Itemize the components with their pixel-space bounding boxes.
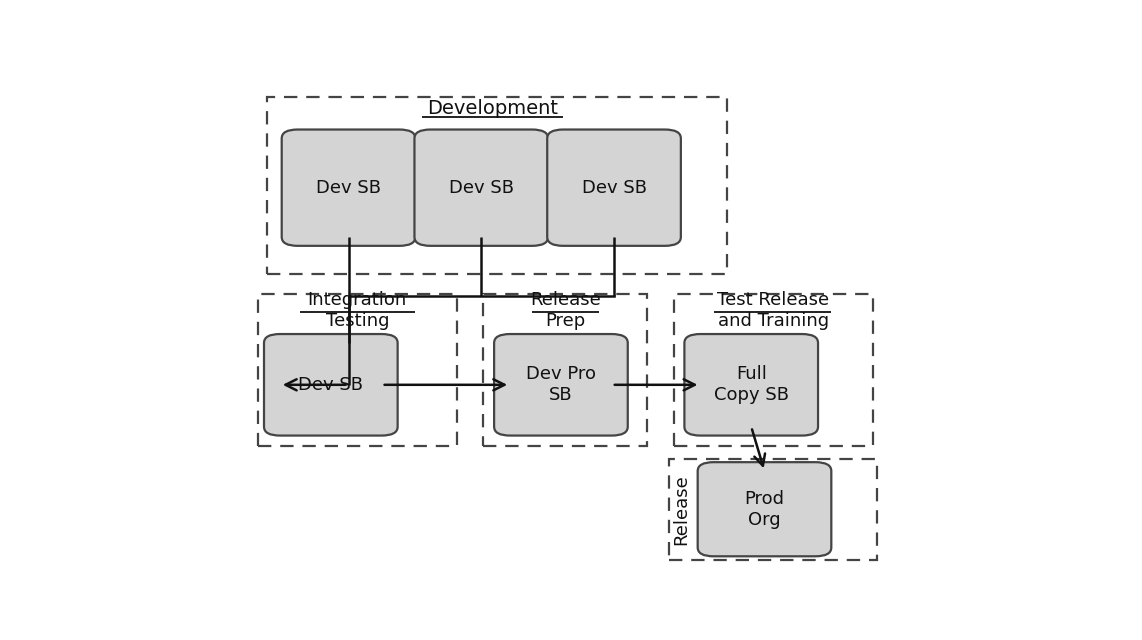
Text: Full
Copy SB: Full Copy SB: [714, 365, 789, 404]
Bar: [483, 294, 648, 447]
Bar: [258, 294, 457, 447]
Text: Dev SB: Dev SB: [298, 376, 363, 394]
Bar: [674, 294, 872, 447]
FancyBboxPatch shape: [264, 334, 397, 436]
Text: Test Release
and Training: Test Release and Training: [717, 291, 829, 330]
FancyBboxPatch shape: [494, 334, 628, 436]
Text: Dev Pro
SB: Dev Pro SB: [526, 365, 596, 404]
FancyBboxPatch shape: [684, 334, 818, 436]
FancyBboxPatch shape: [547, 129, 681, 246]
Text: Development: Development: [427, 99, 557, 118]
Text: Prod
Org: Prod Org: [745, 490, 785, 529]
Text: Release: Release: [671, 474, 690, 545]
FancyBboxPatch shape: [282, 129, 416, 246]
Text: Release
Prep: Release Prep: [530, 291, 601, 330]
Text: Integration
Testing: Integration Testing: [307, 291, 407, 330]
Text: Dev SB: Dev SB: [581, 179, 646, 196]
FancyBboxPatch shape: [698, 462, 831, 556]
Text: Dev SB: Dev SB: [449, 179, 514, 196]
Text: Dev SB: Dev SB: [316, 179, 381, 196]
Bar: [669, 459, 877, 560]
Bar: [267, 97, 727, 274]
FancyBboxPatch shape: [415, 129, 548, 246]
